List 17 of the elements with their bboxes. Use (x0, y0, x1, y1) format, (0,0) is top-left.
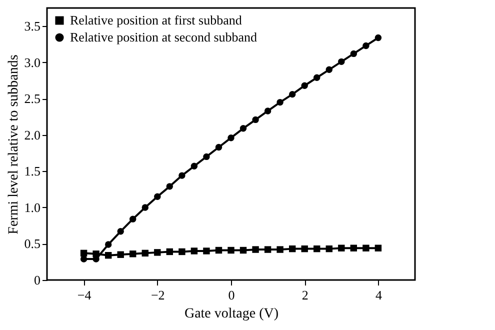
y-tick-label: 1.5 (24, 164, 40, 179)
x-tick-label: −2 (150, 288, 165, 302)
y-tick-label: 2.0 (24, 127, 40, 142)
y-tick-label: 2.5 (24, 91, 40, 106)
y-tick-label: 0 (34, 272, 40, 288)
x-tick-label: 2 (302, 288, 308, 302)
y-tick-label: 0.5 (24, 236, 40, 252)
x-axis-title: Gate voltage (V) (184, 306, 279, 322)
y-tick-label: 3.5 (24, 18, 40, 34)
y-tick-label: 1.0 (24, 200, 40, 215)
y-axis-title: Fermi level relative to subbands (6, 54, 22, 234)
y-tick-label: 3.0 (24, 54, 40, 70)
x-tick-label: 0 (228, 288, 235, 302)
x-tick-label: 4 (375, 288, 382, 302)
legend-label: Relative position at second subband (70, 30, 258, 44)
legend-label: Relative position at first subband (70, 12, 242, 28)
x-tick-label: −4 (77, 288, 92, 302)
